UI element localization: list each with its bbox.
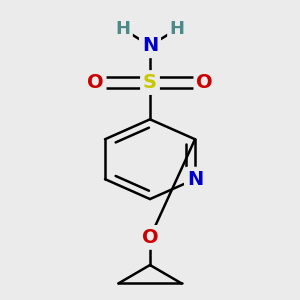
Text: N: N bbox=[142, 36, 158, 55]
Text: O: O bbox=[196, 73, 213, 92]
Text: O: O bbox=[87, 73, 104, 92]
Text: H: H bbox=[170, 20, 185, 38]
Text: N: N bbox=[187, 169, 203, 189]
Text: H: H bbox=[115, 20, 130, 38]
Text: S: S bbox=[143, 73, 157, 92]
Text: O: O bbox=[142, 228, 158, 247]
